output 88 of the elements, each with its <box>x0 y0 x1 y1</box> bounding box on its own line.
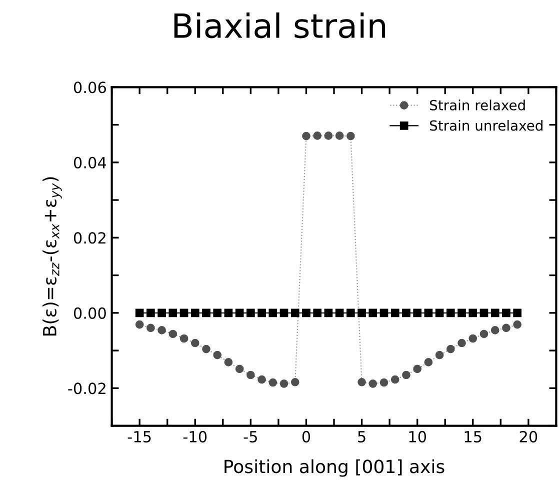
x-tick-label: 15 <box>464 431 482 442</box>
y-tick-label: 0.06 <box>74 82 106 94</box>
point <box>202 344 210 354</box>
chart-title: Biaxial strain <box>174 12 386 38</box>
point <box>258 308 266 318</box>
point <box>258 375 266 384</box>
point <box>324 132 333 140</box>
point <box>358 378 366 386</box>
point <box>213 350 222 360</box>
x-axis-title: Position along [001] axis <box>224 459 444 477</box>
point <box>502 324 510 332</box>
point <box>368 379 378 388</box>
point <box>402 370 410 380</box>
point <box>468 334 478 343</box>
point <box>380 378 388 387</box>
point <box>313 132 322 140</box>
x-tick-label: 20 <box>520 430 538 442</box>
point <box>158 326 166 334</box>
x-tick-label: 0 <box>302 430 310 442</box>
point <box>146 308 155 318</box>
point <box>435 350 444 360</box>
point <box>313 308 322 318</box>
point <box>458 338 466 348</box>
point <box>390 308 400 318</box>
point <box>446 344 455 354</box>
point <box>268 378 278 387</box>
y-tick-label: 0.02 <box>74 232 106 244</box>
point <box>435 308 444 318</box>
point <box>358 308 366 318</box>
point <box>190 338 200 348</box>
point <box>446 308 455 318</box>
point <box>490 326 500 334</box>
point <box>168 330 178 338</box>
point <box>180 308 188 318</box>
point <box>424 358 433 366</box>
x-tick-label: 10 <box>409 430 426 442</box>
y-tick-label: 0.04 <box>74 156 106 168</box>
point <box>424 308 433 318</box>
point <box>480 330 488 338</box>
point <box>502 308 510 318</box>
point <box>413 364 422 374</box>
point <box>246 370 255 380</box>
x-tick-label: 5 <box>358 431 366 442</box>
y-tick-label: -0.02 <box>68 382 106 394</box>
point <box>413 308 422 318</box>
y-axis-title: B(ε)=ε$_{zz}$-(ε$_{xx}$+ε$_{yy}$) <box>42 177 62 336</box>
point <box>380 308 388 318</box>
point <box>202 308 210 318</box>
point <box>190 308 200 318</box>
point <box>324 308 333 318</box>
point <box>302 132 310 140</box>
point <box>135 320 144 329</box>
point <box>346 132 355 140</box>
point <box>302 308 310 318</box>
x-tick-label: -15 <box>128 431 151 442</box>
point <box>235 308 244 318</box>
point <box>280 379 288 388</box>
point <box>513 308 522 318</box>
point <box>158 308 166 318</box>
point <box>290 378 300 386</box>
point <box>146 324 155 332</box>
legend-label: Strain relaxed <box>430 100 525 110</box>
point <box>513 320 522 329</box>
point <box>346 308 355 318</box>
point <box>268 308 278 318</box>
point <box>235 364 244 374</box>
point <box>224 308 233 318</box>
point <box>246 308 255 318</box>
point <box>168 308 178 318</box>
x-tick-label: -10 <box>183 430 207 442</box>
point <box>135 308 144 318</box>
point <box>368 308 378 318</box>
point <box>335 132 344 140</box>
point <box>335 308 344 318</box>
point <box>458 308 466 318</box>
point <box>480 308 488 318</box>
point <box>180 334 188 343</box>
point <box>402 308 410 318</box>
point <box>290 308 300 318</box>
point <box>280 308 288 318</box>
point <box>468 308 478 318</box>
point <box>390 375 400 384</box>
point <box>224 358 233 366</box>
point <box>490 308 500 318</box>
x-tick-label: -5 <box>244 431 257 442</box>
point <box>213 308 222 318</box>
y-tick-label: 0.00 <box>74 307 106 319</box>
legend-label: Strain unrelaxed <box>430 120 542 131</box>
